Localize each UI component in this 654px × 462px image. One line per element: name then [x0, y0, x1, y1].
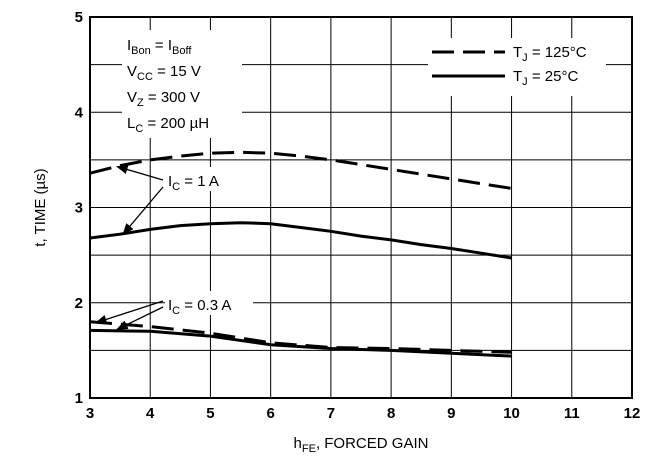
annotation-bg [165, 291, 253, 315]
annotations: IC = 1 A IC = 0.3 A [94, 165, 253, 331]
annotation-ic-1a: IC = 1 A [168, 173, 219, 193]
x-tick-label: 11 [564, 405, 580, 422]
annotation-bg [165, 167, 239, 191]
condition-line: IBon = IBoff [127, 37, 192, 57]
legend-box [428, 38, 606, 96]
x-tick-label: 5 [206, 405, 214, 422]
legend-entry: TJ = 25°C [513, 68, 578, 88]
y-tick-label: 4 [75, 104, 84, 121]
x-tick-label: 6 [266, 405, 274, 422]
annotation-ic-03a: IC = 0.3 A [168, 297, 231, 317]
plot-frame [89, 16, 633, 399]
x-tick-label: 9 [447, 405, 455, 422]
condition-line: VZ = 300 V [127, 89, 200, 109]
x-tick-label: 7 [327, 405, 335, 422]
x-tick-label: 8 [387, 405, 395, 422]
legend-entry: TJ = 125°C [513, 44, 587, 64]
y-tick-label: 1 [75, 390, 83, 407]
condition-line: LC = 200 µH [127, 115, 209, 135]
x-tick-label: 12 [624, 405, 641, 422]
series-line-2 [89, 221, 512, 260]
annotation-arrow [122, 186, 164, 236]
annotation-arrow [94, 300, 164, 324]
x-tick-label: 4 [146, 405, 155, 422]
conditions-text: IBon = IBoff VCC = 15 V VZ = 300 V LC = 200… [127, 37, 209, 135]
condition-line: VCC = 15 V [127, 63, 201, 83]
y-axis-label: t, TIME (µs) [32, 168, 49, 246]
x-tick-label: 3 [86, 405, 94, 422]
series-line-1 [89, 150, 512, 190]
annotation-arrow [115, 165, 164, 181]
series-lines [89, 150, 512, 358]
x-tick-label: 10 [503, 405, 520, 422]
series-line-3 [89, 320, 512, 354]
y-tick-label: 2 [75, 295, 83, 312]
x-tick-labels: 3 4 5 6 7 8 9 10 11 12 [86, 405, 641, 422]
x-axis-label: hFE, FORCED GAIN [294, 435, 429, 455]
y-tick-label: 3 [75, 200, 83, 217]
y-tick-label: 5 [75, 9, 83, 26]
series-line-4 [89, 328, 512, 358]
y-tick-labels: 1 2 3 4 5 [75, 9, 84, 407]
conditions-box [122, 30, 242, 138]
annotation-arrow [116, 306, 164, 331]
legend: TJ = 125°C TJ = 25°C [432, 44, 587, 88]
